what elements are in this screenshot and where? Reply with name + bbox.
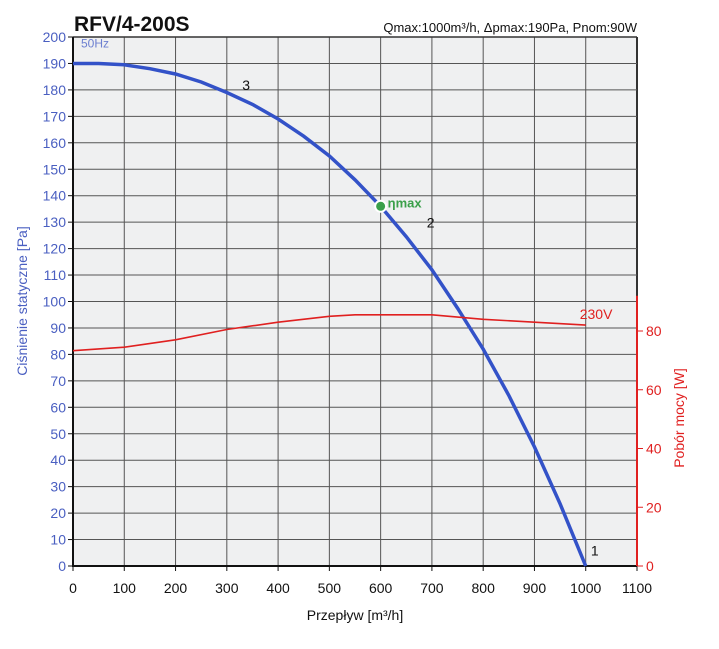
eta-max-label: ηmax — [388, 195, 423, 210]
x-tick-label: 900 — [523, 580, 547, 596]
y-tick-label: 40 — [50, 452, 66, 468]
y2-tick-label: 20 — [646, 499, 662, 515]
series-230V — [72, 314, 586, 352]
y-tick-label: 140 — [43, 188, 67, 204]
y-tick-label: 0 — [58, 558, 66, 574]
x-tick-label: 100 — [113, 580, 137, 596]
x-tick-label: 1100 — [622, 580, 652, 596]
y-tick-label: 80 — [50, 346, 66, 362]
x-tick-label: 600 — [369, 580, 393, 596]
y2-tick-label: 0 — [646, 558, 654, 574]
chart-subtitle: Qmax:1000m³/h, Δpmax:190Pa, Pnom:90W — [383, 20, 637, 35]
x-tick-label: 0 — [69, 580, 77, 596]
y-tick-label: 120 — [43, 241, 67, 257]
y-tick-label: 110 — [44, 267, 67, 283]
y-tick-label: 30 — [50, 479, 66, 495]
eta-max-point — [374, 199, 388, 213]
grid — [72, 36, 638, 567]
y-tick-label: 60 — [50, 399, 66, 415]
y2-tick-label: 80 — [646, 323, 662, 339]
x-tick-label: 500 — [318, 580, 342, 596]
y-tick-label: 90 — [50, 320, 66, 336]
y2-tick-label: 40 — [646, 441, 662, 457]
y-tick-label: 20 — [50, 505, 66, 521]
y2-axis-label: Pobór mocy [W] — [671, 368, 687, 468]
x-tick-label: 400 — [266, 580, 290, 596]
y-tick-label: 10 — [50, 532, 66, 548]
y-axis-label: Ciśnienie statyczne [Pa] — [14, 226, 30, 375]
x-tick-label: 300 — [215, 580, 239, 596]
x-tick-label: 1000 — [570, 580, 601, 596]
curve-point-label: 3 — [242, 77, 250, 93]
series-label: 230V — [580, 306, 613, 322]
y-tick-label: 200 — [43, 29, 67, 45]
y-tick-label: 50 — [50, 426, 66, 442]
y-tick-label: 100 — [43, 294, 67, 310]
y2-tick-label: 60 — [646, 382, 662, 398]
x-axis-label: Przepływ [m³/h] — [307, 607, 403, 623]
x-tick-label: 800 — [472, 580, 496, 596]
y-tick-label: 190 — [43, 55, 67, 71]
series-label: 50Hz — [81, 37, 109, 51]
curve-point-label: 2 — [427, 214, 435, 230]
y-tick-label: 150 — [43, 161, 67, 177]
y-tick-label: 70 — [50, 373, 66, 389]
y-tick-label: 170 — [43, 108, 67, 124]
chart-title: RFV/4-200S — [74, 13, 190, 36]
y-tick-label: 130 — [43, 214, 67, 230]
x-tick-label: 700 — [420, 580, 444, 596]
x-tick-label: 200 — [164, 580, 188, 596]
y-tick-label: 160 — [43, 135, 67, 151]
curve-point-label: 1 — [591, 542, 599, 558]
series-50Hz — [73, 61, 588, 567]
y-tick-label: 180 — [43, 82, 67, 98]
